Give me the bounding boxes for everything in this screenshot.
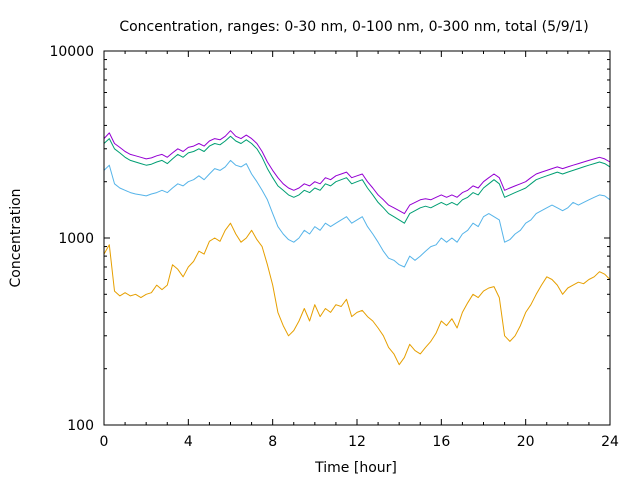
y-tick-label: 100 [67,418,94,434]
series-line-4 [103,130,611,215]
x-tick-label: 4 [184,434,193,450]
x-tick-label: 0 [100,434,109,450]
series-line-1 [103,222,611,366]
y-tick-label: 10000 [49,44,94,60]
x-tick-label: 20 [517,434,535,450]
x-tick-label: 8 [268,434,277,450]
series-line-3 [103,135,611,224]
y-tick-label: 1000 [58,231,94,247]
x-axis-label: Time [hour] [314,460,397,476]
ticks-layer: 0 4 8 12 16 20 24 100 1000 10000 [49,44,619,450]
x-tick-label: 24 [601,434,619,450]
series-line-2 [103,159,611,268]
series-layer [103,130,611,366]
x-tick-label: 12 [348,434,366,450]
y-axis-label: Concentration [8,188,24,287]
chart-title: Concentration, ranges: 0-30 nm, 0-100 nm… [119,19,588,35]
x-tick-label: 16 [432,434,450,450]
